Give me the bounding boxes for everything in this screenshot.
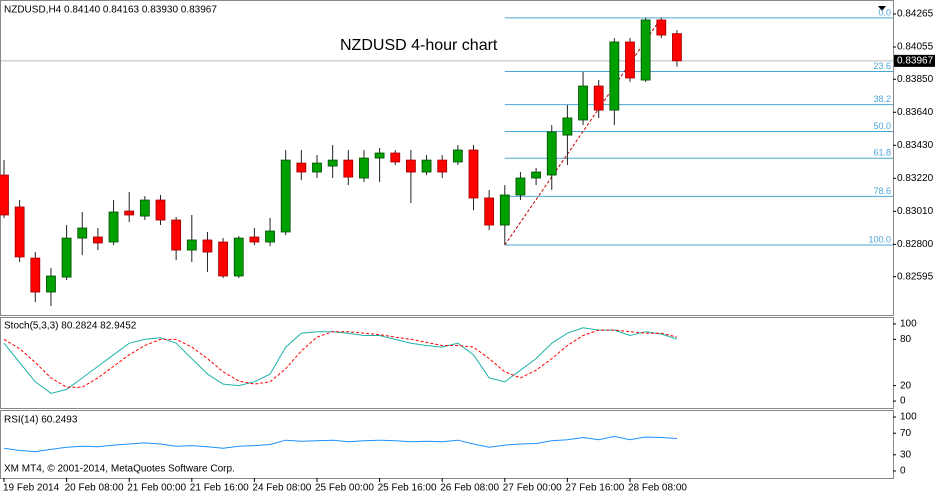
y-tick-label: 0 xyxy=(900,466,906,477)
candle-body xyxy=(296,162,307,173)
candle-body xyxy=(499,194,510,226)
x-tick-label: 19 Feb 2014 xyxy=(3,483,60,494)
candle-body xyxy=(108,211,119,243)
rsi-header: RSI(14) 60.2493 xyxy=(4,415,78,426)
candle-body xyxy=(280,159,291,233)
x-tick-label: 21 Feb 00:00 xyxy=(127,483,186,494)
x-tick-label: 27 Feb 16:00 xyxy=(565,483,624,494)
indicator-line xyxy=(3,327,678,394)
y-tick-label: 30 xyxy=(900,449,912,460)
candle-body xyxy=(249,236,260,243)
x-tick-label: 26 Feb 08:00 xyxy=(440,483,499,494)
candle-body xyxy=(468,149,479,199)
fib-label: 61.8 xyxy=(873,148,891,158)
y-tick-label: 100 xyxy=(900,412,917,423)
x-tick-label: 25 Feb 00:00 xyxy=(315,483,374,494)
candle-body xyxy=(672,33,682,62)
stoch-header: Stoch(5,3,3) 80.2824 82.9452 xyxy=(4,321,137,332)
last-price-label: 0.83967 xyxy=(897,56,934,67)
candle-body xyxy=(218,241,229,277)
candle-body xyxy=(405,159,416,173)
indicator-line xyxy=(3,435,678,453)
x-tick-label: 24 Feb 08:00 xyxy=(252,483,311,494)
candle-body xyxy=(61,237,72,278)
candle-body xyxy=(327,159,338,167)
candle-body xyxy=(46,275,56,293)
candle-body xyxy=(77,227,88,239)
y-tick-label: 0.83220 xyxy=(897,173,934,184)
candle-body xyxy=(531,171,541,179)
candle-body xyxy=(437,159,448,173)
fib-label: 78.6 xyxy=(873,186,891,196)
candle-body xyxy=(593,85,604,111)
annotation: NZDUSD 4-hour chart xyxy=(340,37,498,54)
candle-body xyxy=(233,237,244,277)
y-tick-label: 0.82800 xyxy=(897,239,934,250)
fib-label: 100.0 xyxy=(868,234,891,244)
rsi-panel xyxy=(0,410,894,479)
x-tick-label: 28 Feb 08:00 xyxy=(628,483,687,494)
candle-body xyxy=(546,131,557,176)
candle-body xyxy=(265,230,275,243)
candle-body xyxy=(609,41,620,111)
indicator-line xyxy=(3,329,678,388)
candle-body xyxy=(155,199,166,221)
candle-body xyxy=(390,152,401,163)
candle-body xyxy=(14,206,25,258)
marks: 0.84265 0.84055 0.83850 0.83640 0.83430 0.832… xyxy=(0,7,935,494)
candle-body xyxy=(343,159,354,178)
main-header: NZDUSD,H4 0.84140 0.84163 0.83930 0.8396… xyxy=(4,5,217,16)
fib-label: 38.2 xyxy=(873,94,891,104)
y-tick-label: 0.83430 xyxy=(897,140,934,151)
candle-body xyxy=(93,236,103,244)
y-tick-label: 0.83640 xyxy=(897,107,934,118)
fib-trendline xyxy=(504,17,662,246)
candle-body xyxy=(359,157,369,179)
candle-body xyxy=(421,159,432,173)
candle-body xyxy=(0,174,9,216)
candle-body xyxy=(452,149,463,163)
candle-body xyxy=(374,152,385,159)
y-tick-label: 100 xyxy=(900,319,917,330)
candle-body xyxy=(30,257,41,293)
candle-body xyxy=(625,41,635,79)
candle-body xyxy=(202,239,213,253)
y-tick-label: 0.83850 xyxy=(897,74,934,85)
y-tick-label: 0.83010 xyxy=(897,206,934,217)
fib-label: 23.6 xyxy=(873,61,891,71)
fib-label: 50.0 xyxy=(873,121,891,131)
candle-body xyxy=(640,19,651,81)
candle-body xyxy=(656,19,667,36)
x-tick-label: 20 Feb 08:00 xyxy=(65,483,124,494)
y-tick-label: 80 xyxy=(900,334,912,345)
y-tick-label: 0.84265 xyxy=(897,9,934,20)
y-tick-label: 0 xyxy=(900,396,906,407)
candle-body xyxy=(312,162,322,173)
last-price-box xyxy=(894,54,935,67)
candle-body xyxy=(578,85,588,121)
candle-body xyxy=(562,117,573,136)
menu-arrow[interactable] xyxy=(878,6,886,11)
y-tick-label: 0.84055 xyxy=(897,42,934,53)
x-tick-label: 21 Feb 16:00 xyxy=(190,483,249,494)
fib-label: 0.0 xyxy=(878,7,891,17)
candle-body xyxy=(186,239,197,251)
stoch-panel xyxy=(0,317,894,409)
candle-body xyxy=(484,197,495,226)
x-tick-label: 25 Feb 16:00 xyxy=(378,483,437,494)
main-panel xyxy=(0,0,894,316)
y-tick-label: 0.82595 xyxy=(897,271,934,282)
candle-body xyxy=(171,219,182,251)
y-tick-label: 70 xyxy=(900,428,912,439)
candle-body xyxy=(515,177,526,196)
candle-body xyxy=(124,210,135,216)
x-tick-label: 27 Feb 00:00 xyxy=(503,483,562,494)
y-tick-label: 20 xyxy=(900,380,912,391)
candle-body xyxy=(139,199,150,217)
footer: XM MT4, © 2001-2014, MetaQuotes Software… xyxy=(4,464,235,475)
